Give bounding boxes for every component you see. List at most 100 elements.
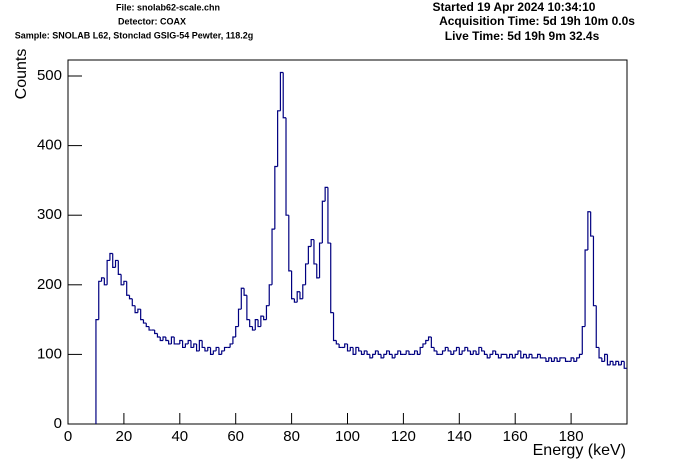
histogram-step — [581, 325, 586, 355]
histogram-step — [520, 350, 524, 359]
histogram-step — [134, 305, 138, 314]
histogram-step — [570, 357, 574, 362]
histogram-step — [509, 353, 513, 358]
histogram-step — [142, 319, 147, 324]
histogram-step — [419, 346, 423, 355]
histogram-step — [455, 346, 460, 351]
histogram-step — [240, 287, 245, 310]
histogram-step — [103, 277, 108, 286]
histogram-step — [265, 305, 270, 320]
histogram-step — [536, 353, 541, 358]
histogram-step — [472, 350, 477, 355]
histogram-step — [335, 340, 340, 345]
histogram-step — [609, 360, 614, 365]
histogram-step — [159, 337, 164, 342]
histogram-step — [352, 347, 356, 356]
histogram-step — [369, 354, 373, 359]
histogram-step — [156, 333, 161, 338]
x-tick-label: 20 — [116, 428, 133, 445]
histogram-step — [464, 346, 468, 351]
histogram-step — [444, 346, 449, 351]
histogram-step — [372, 353, 376, 358]
histogram-step — [355, 346, 359, 355]
histogram-step — [564, 357, 569, 362]
y-tick-label: 0 — [54, 415, 62, 432]
histogram-step — [517, 350, 521, 355]
histogram-step — [215, 346, 219, 351]
histogram-step — [349, 346, 354, 351]
histogram-step — [489, 353, 493, 358]
histogram-step — [346, 343, 351, 352]
header-live: Live Time: 5d 19h 9m 32.4s — [445, 29, 600, 43]
histogram-step — [98, 280, 102, 320]
header-file: File: snolab62-scale.chn — [116, 2, 220, 12]
histogram-step — [302, 284, 306, 299]
histogram-step — [193, 343, 197, 348]
histogram-step — [623, 361, 627, 369]
header-detector: Detector: COAX — [118, 16, 186, 26]
histogram-step — [430, 337, 435, 349]
histogram-step — [173, 337, 178, 345]
histogram-step — [296, 291, 300, 303]
y-tick-label: 200 — [37, 276, 62, 293]
histogram-step — [578, 353, 583, 358]
histogram-step — [251, 326, 256, 331]
histogram-step — [514, 353, 518, 358]
histogram-step — [478, 346, 482, 355]
histogram-step — [221, 350, 225, 355]
x-tick-label: 80 — [283, 428, 300, 445]
histogram-step — [232, 336, 236, 344]
histogram-step — [606, 354, 611, 366]
histogram-step — [95, 319, 99, 424]
x-tick-label: 40 — [171, 428, 188, 445]
header-acquisition: Acquisition Time: 5d 19h 10m 0.0s — [439, 14, 635, 28]
histogram-step — [391, 354, 396, 359]
histogram-step — [338, 343, 342, 349]
histogram-step — [257, 319, 261, 328]
histogram-step — [126, 281, 130, 296]
histogram-step — [288, 215, 292, 272]
histogram-step — [123, 280, 127, 285]
histogram-step — [612, 361, 616, 366]
histogram-step — [394, 353, 398, 358]
histogram-step — [497, 354, 502, 359]
histogram-step — [181, 340, 186, 349]
y-tick-label: 500 — [37, 67, 62, 84]
histogram-step — [112, 253, 116, 269]
histogram-step — [131, 298, 136, 307]
histogram-step — [447, 347, 451, 352]
plot-frame — [67, 59, 628, 425]
histogram-step — [318, 242, 323, 278]
histogram-step — [204, 347, 208, 352]
histogram-step — [106, 259, 110, 285]
histogram-step — [400, 350, 404, 356]
y-tick-label: 400 — [37, 137, 62, 154]
histogram-step — [282, 72, 287, 119]
histogram-step — [268, 284, 273, 306]
histogram-step — [377, 350, 382, 356]
y-tick-label: 100 — [37, 345, 62, 362]
x-tick-label: 160 — [503, 428, 528, 445]
histogram-step — [285, 117, 289, 216]
histogram-step — [386, 350, 390, 355]
histogram-step — [539, 354, 544, 359]
histogram-step — [618, 361, 622, 366]
histogram-step — [263, 316, 267, 321]
histogram-step — [363, 350, 368, 355]
histogram-step — [525, 354, 530, 359]
histogram-step — [237, 308, 242, 327]
histogram-step — [307, 245, 312, 264]
histogram-step — [601, 357, 605, 362]
histogram-step — [522, 353, 527, 358]
histogram-step — [453, 350, 457, 355]
histogram-step — [128, 295, 133, 300]
histogram-step — [433, 347, 437, 352]
histogram-step — [316, 263, 320, 279]
histogram-step — [511, 354, 516, 359]
histogram-step — [592, 236, 597, 307]
histogram-step — [212, 350, 217, 355]
histogram-step — [548, 357, 552, 362]
x-tick-label: 140 — [447, 428, 472, 445]
histogram-step — [436, 350, 440, 356]
header-sample: Sample: SNOLAB L62, Stonclad GSIG-54 Pew… — [15, 30, 254, 40]
